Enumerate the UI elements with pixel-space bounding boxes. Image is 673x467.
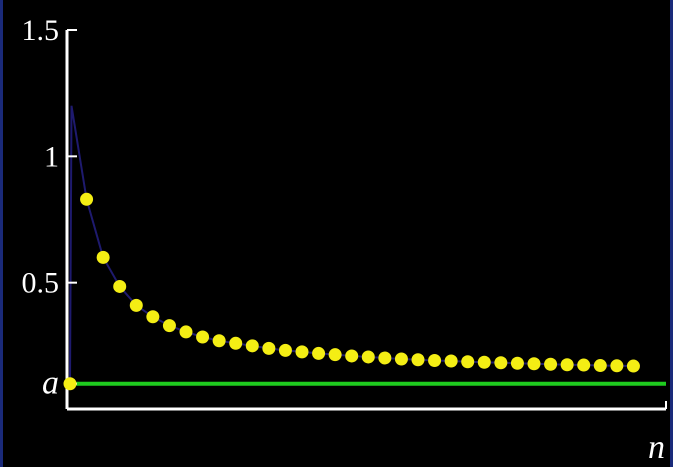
labels-layer: 1.5 1 0.5 a n — [22, 14, 666, 466]
x-axis-label: n — [648, 429, 665, 466]
data-point-33 — [610, 359, 624, 373]
data-point-32 — [593, 359, 607, 373]
frame-edge-right — [670, 0, 673, 467]
data-point-23 — [444, 354, 458, 368]
y-tick-label-0: 1.5 — [22, 14, 60, 47]
data-point-22 — [428, 353, 442, 367]
sequence-curve — [69, 105, 634, 384]
data-point-17 — [345, 349, 359, 363]
data-point-2 — [96, 250, 110, 264]
data-point-18 — [361, 350, 375, 364]
data-point-26 — [494, 356, 508, 370]
data-point-13 — [278, 343, 292, 357]
data-point-12 — [262, 341, 276, 355]
data-point-0 — [63, 377, 77, 391]
data-point-14 — [295, 345, 309, 359]
data-point-27 — [510, 356, 524, 370]
data-point-5 — [146, 310, 160, 324]
data-point-4 — [129, 298, 143, 312]
data-point-8 — [196, 330, 210, 344]
data-point-6 — [162, 319, 176, 333]
data-point-24 — [461, 355, 475, 369]
data-point-11 — [245, 339, 259, 353]
curve-layer — [69, 105, 634, 384]
data-point-28 — [527, 357, 541, 371]
y-tick-label-2: 0.5 — [22, 267, 60, 300]
y-tick-label-1: 1 — [44, 140, 59, 173]
data-point-25 — [477, 355, 491, 369]
axes-layer — [65, 29, 667, 411]
data-point-10 — [229, 336, 243, 350]
data-point-1 — [80, 192, 94, 206]
data-point-3 — [113, 279, 127, 293]
y-tick-label-3: a — [42, 365, 59, 402]
data-point-34 — [626, 359, 640, 373]
data-point-7 — [179, 325, 193, 339]
frame-edge-left — [0, 0, 3, 467]
data-point-29 — [544, 357, 558, 371]
points-layer — [63, 192, 640, 391]
data-point-31 — [577, 358, 591, 372]
data-point-21 — [411, 353, 425, 367]
data-point-30 — [560, 358, 574, 372]
data-point-9 — [212, 334, 226, 348]
data-point-20 — [394, 352, 408, 366]
data-point-15 — [312, 346, 326, 360]
data-point-19 — [378, 351, 392, 365]
data-point-16 — [328, 348, 342, 362]
